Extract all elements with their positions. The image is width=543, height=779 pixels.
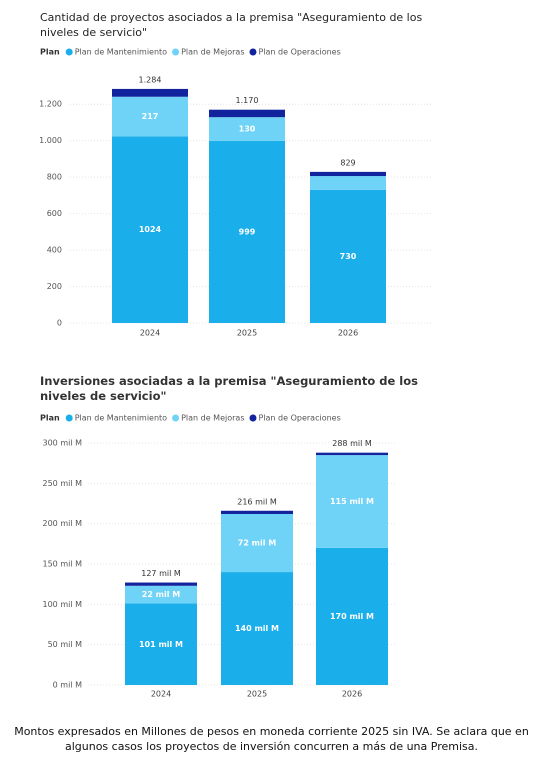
bar-segment [209, 109, 285, 118]
total-label: 216 mil M [237, 497, 277, 506]
y-tick-label: 250 mil M [43, 479, 83, 488]
y-tick-label: 150 mil M [43, 560, 83, 569]
total-label: 288 mil M [332, 439, 372, 448]
bar-segment [112, 88, 188, 97]
legend-swatch [65, 48, 73, 56]
y-tick-label: 200 mil M [43, 519, 83, 528]
bar-segment [221, 572, 293, 685]
y-tick-label: 100 mil M [43, 600, 83, 609]
bar-segment [112, 96, 188, 137]
bar-segment [310, 189, 386, 323]
value-label: 999 [239, 227, 256, 236]
total-label: 127 mil M [141, 569, 181, 578]
y-tick-label: 600 [47, 209, 62, 218]
legend-swatch [65, 414, 73, 422]
legend-label: Plan de Mejoras [181, 414, 244, 423]
legend-label: Plan de Mantenimiento [75, 414, 167, 423]
y-tick-label: 800 [47, 173, 62, 182]
legend-label: Plan de Operaciones [258, 414, 340, 423]
value-label: 130 [239, 125, 256, 134]
bar-segment [125, 585, 197, 604]
legend-label: Plan de Mejoras [181, 48, 244, 57]
legend-swatch [172, 48, 180, 56]
bar-segment [316, 547, 388, 685]
value-label: 217 [142, 112, 159, 121]
chart-title: Cantidad de proyectos asociados a la pre… [40, 11, 423, 39]
value-label: 72 mil M [238, 539, 277, 548]
y-tick-label: 1.200 [39, 100, 62, 109]
value-label: 1024 [139, 225, 162, 234]
bar-segment [112, 136, 188, 323]
bar-segment [209, 117, 285, 141]
y-tick-label: 300 mil M [43, 439, 83, 448]
legend-swatch [249, 48, 257, 56]
total-label: 1.170 [236, 96, 259, 105]
bar-segment [221, 513, 293, 573]
value-label: 170 mil M [330, 612, 374, 621]
x-tick-label: 2026 [338, 329, 358, 338]
bar-segment [125, 603, 197, 685]
value-label: 101 mil M [139, 640, 183, 649]
y-tick-label: 200 [47, 282, 62, 291]
y-tick-label: 50 mil M [48, 640, 83, 649]
total-label: 829 [340, 158, 355, 167]
value-label: 730 [340, 252, 357, 261]
bar-segment [209, 140, 285, 323]
y-tick-label: 1.000 [39, 136, 62, 145]
x-tick-label: 2025 [237, 329, 257, 338]
x-tick-label: 2026 [342, 690, 362, 699]
caption: Montos expresados en Millones de pesos e… [14, 725, 529, 753]
total-label: 1.284 [139, 75, 162, 84]
value-label: 115 mil M [330, 497, 374, 506]
legend-swatch [172, 414, 180, 422]
x-tick-label: 2024 [140, 329, 160, 338]
legend-title: Plan [40, 48, 60, 57]
legend-label: Plan de Mantenimiento [75, 48, 167, 57]
bar-segment [221, 510, 293, 514]
value-label: 22 mil M [142, 590, 181, 599]
y-tick-label: 0 mil M [53, 681, 82, 690]
legend-label: Plan de Operaciones [258, 48, 340, 57]
bar-segment [316, 455, 388, 548]
bar-segment [310, 176, 386, 190]
x-tick-label: 2024 [151, 690, 171, 699]
bar-segment [125, 582, 197, 586]
bar-segment [316, 452, 388, 456]
value-label: 140 mil M [235, 624, 279, 633]
y-tick-label: 0 [57, 319, 62, 328]
x-tick-label: 2025 [247, 690, 267, 699]
y-tick-label: 400 [47, 246, 62, 255]
legend-swatch [249, 414, 257, 422]
bar-segment [310, 171, 386, 177]
chart-title: Inversiones asociadas a la premisa "Aseg… [40, 374, 418, 403]
legend-title: Plan [40, 414, 60, 423]
